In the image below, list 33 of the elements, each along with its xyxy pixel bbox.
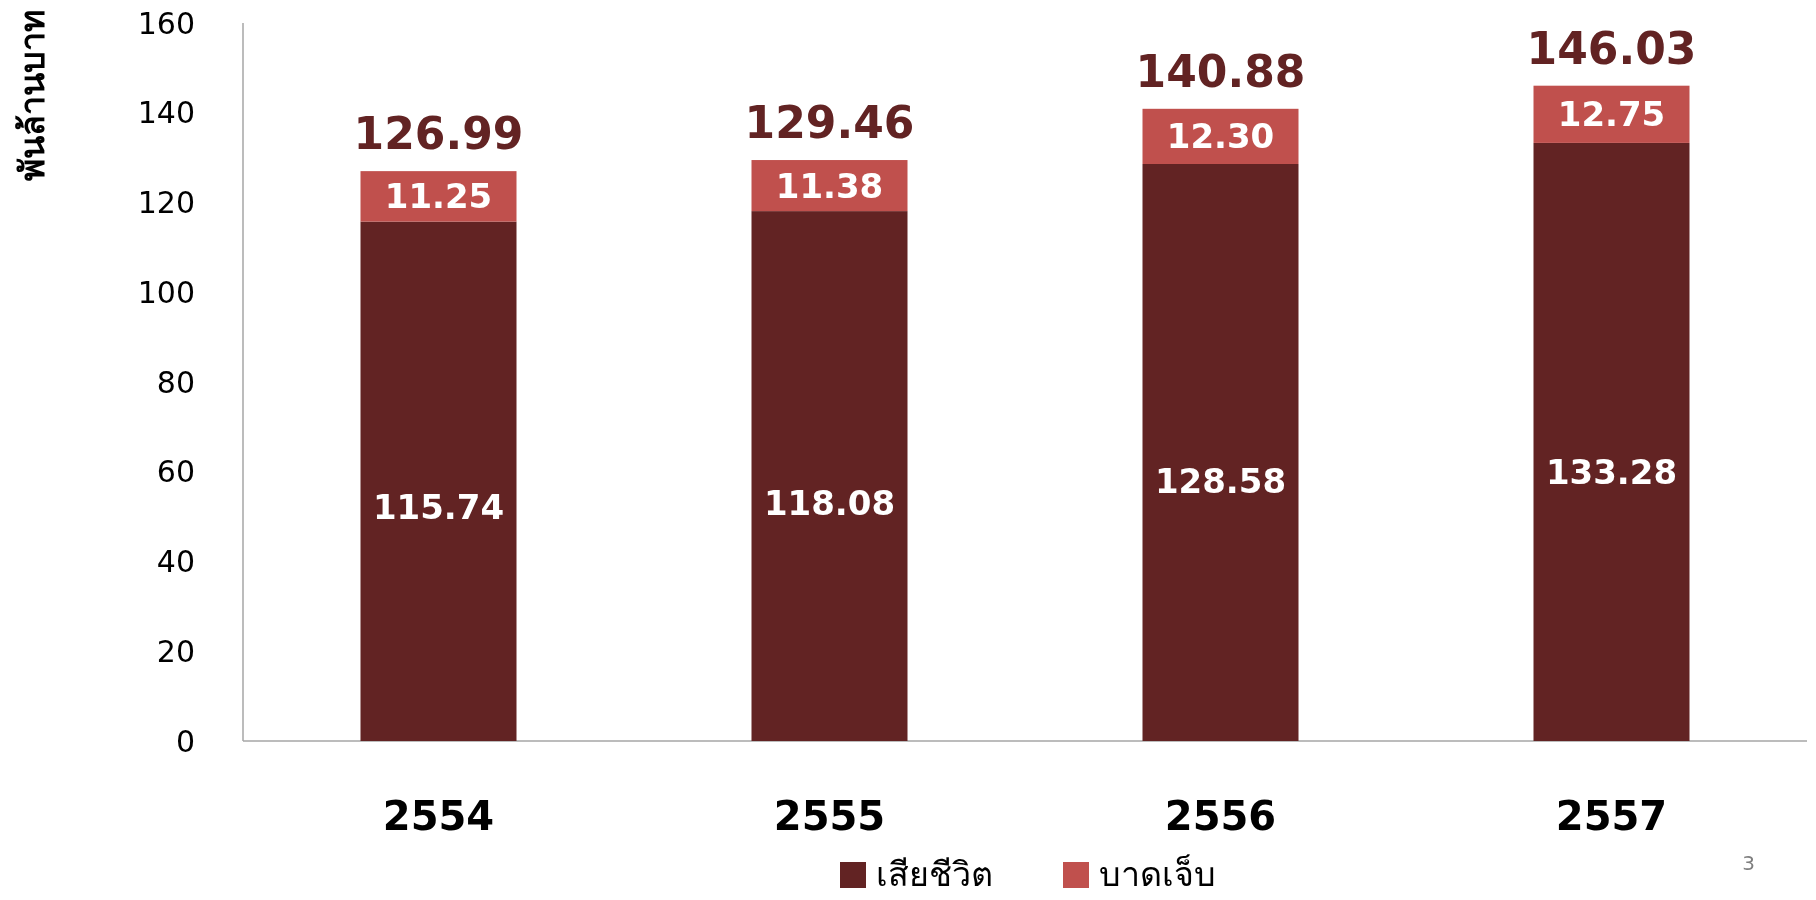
y-axis-title: พันล้านบาท (12, 9, 52, 181)
legend-label: เสียชีวิต (876, 854, 993, 894)
y-tick-label: 80 (156, 364, 195, 400)
x-tick-label: 2554 (382, 793, 495, 839)
data-label: 115.74 (372, 487, 505, 528)
total-label: 146.03 (1526, 22, 1697, 74)
y-tick-label: 20 (156, 633, 195, 669)
data-label: 12.30 (1166, 116, 1275, 157)
data-label: 11.25 (384, 176, 493, 217)
y-tick-label: 100 (137, 274, 195, 310)
text: 3 (1742, 851, 1755, 875)
y-tick-label: 140 (137, 95, 195, 131)
y-tick-label: 0 (175, 723, 195, 759)
total-label: 126.99 (353, 108, 524, 160)
data-label: 11.38 (775, 165, 884, 206)
total-label: 129.46 (744, 97, 915, 149)
data-label: 118.08 (763, 482, 896, 523)
bar (1142, 164, 1299, 741)
x-tick-label: 2555 (773, 793, 886, 839)
y-tick-label: 120 (137, 185, 195, 220)
y-tick-label: 60 (156, 454, 195, 490)
x-tick-label: 2557 (1555, 793, 1668, 839)
y-tick-label: 160 (137, 5, 195, 41)
legend-label: บาดเจ็บ (1099, 854, 1216, 894)
x-tick-label: 2556 (1164, 793, 1277, 839)
y-tick-label: 40 (156, 544, 195, 579)
data-label: 12.75 (1557, 94, 1666, 135)
total-label: 140.88 (1135, 45, 1306, 97)
data-label: 128.58 (1154, 461, 1287, 502)
bar (751, 211, 908, 741)
data-label: 133.28 (1545, 451, 1678, 492)
bar (360, 221, 517, 741)
bar (1533, 142, 1690, 741)
